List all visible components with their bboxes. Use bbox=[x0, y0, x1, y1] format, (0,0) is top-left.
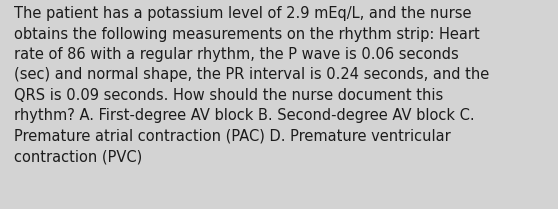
Text: The patient has a potassium level of 2.9 mEq/L, and the nurse
obtains the follow: The patient has a potassium level of 2.9… bbox=[14, 6, 489, 164]
